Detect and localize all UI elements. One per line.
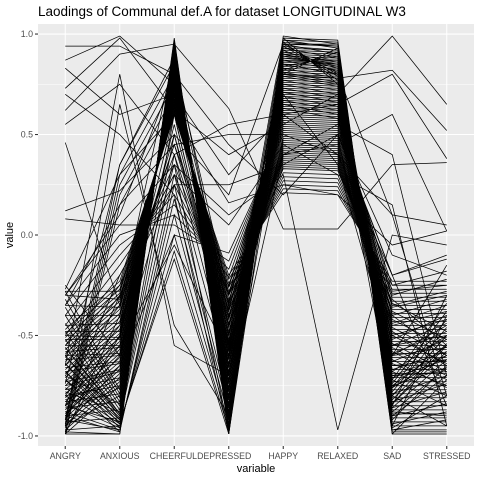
data-lines: [64, 35, 448, 435]
series-line: [64, 144, 448, 426]
series-line: [64, 54, 448, 396]
y-tick-label: -0.5: [18, 330, 33, 340]
x-tick-label: HAPPY: [268, 451, 298, 461]
series-line: [65, 53, 448, 435]
x-axis-title: variable: [237, 463, 276, 475]
x-tick-label: ANGRY: [50, 451, 81, 461]
chart-title: Laodings of Communal def.A for dataset L…: [38, 4, 406, 19]
series-line: [64, 113, 447, 290]
x-tick-label: SAD: [383, 451, 401, 461]
series-line: [65, 43, 447, 226]
series-line: [64, 37, 448, 415]
series-line: [64, 43, 448, 433]
x-tick-label: RELAXED: [317, 451, 358, 461]
y-tick-label: 0.0: [21, 230, 33, 240]
series-line: [65, 164, 447, 431]
y-axis-title: value: [4, 222, 16, 248]
series-line: [65, 67, 448, 397]
series-line: [64, 103, 448, 426]
series-line: [64, 74, 448, 377]
series-line: [64, 35, 448, 156]
series-line: [64, 134, 447, 306]
series-line: [64, 93, 448, 433]
x-tick-label: STRESSED: [423, 451, 470, 461]
y-tick-label: 1.0: [21, 29, 33, 39]
series-line: [64, 124, 448, 435]
series-line: [64, 133, 448, 421]
series-line: [64, 63, 447, 420]
x-tick-label: CHEERFULDEPRESSED: [150, 451, 252, 461]
series-line: [65, 69, 448, 435]
series-line: [64, 73, 447, 296]
x-axis: ANGRY ANXIOUS CHEERFULDEPRESSED HAPPY RELAXE…: [50, 446, 470, 461]
series-line: [64, 43, 447, 230]
x-tick-label: ANXIOUS: [100, 451, 140, 461]
series-line: [65, 49, 448, 421]
y-tick-label: 0.5: [21, 130, 33, 140]
y-tick-label: -1.0: [18, 431, 33, 441]
y-axis: 1.0 0.5 0.0 -0.5 -1.0: [18, 29, 38, 441]
